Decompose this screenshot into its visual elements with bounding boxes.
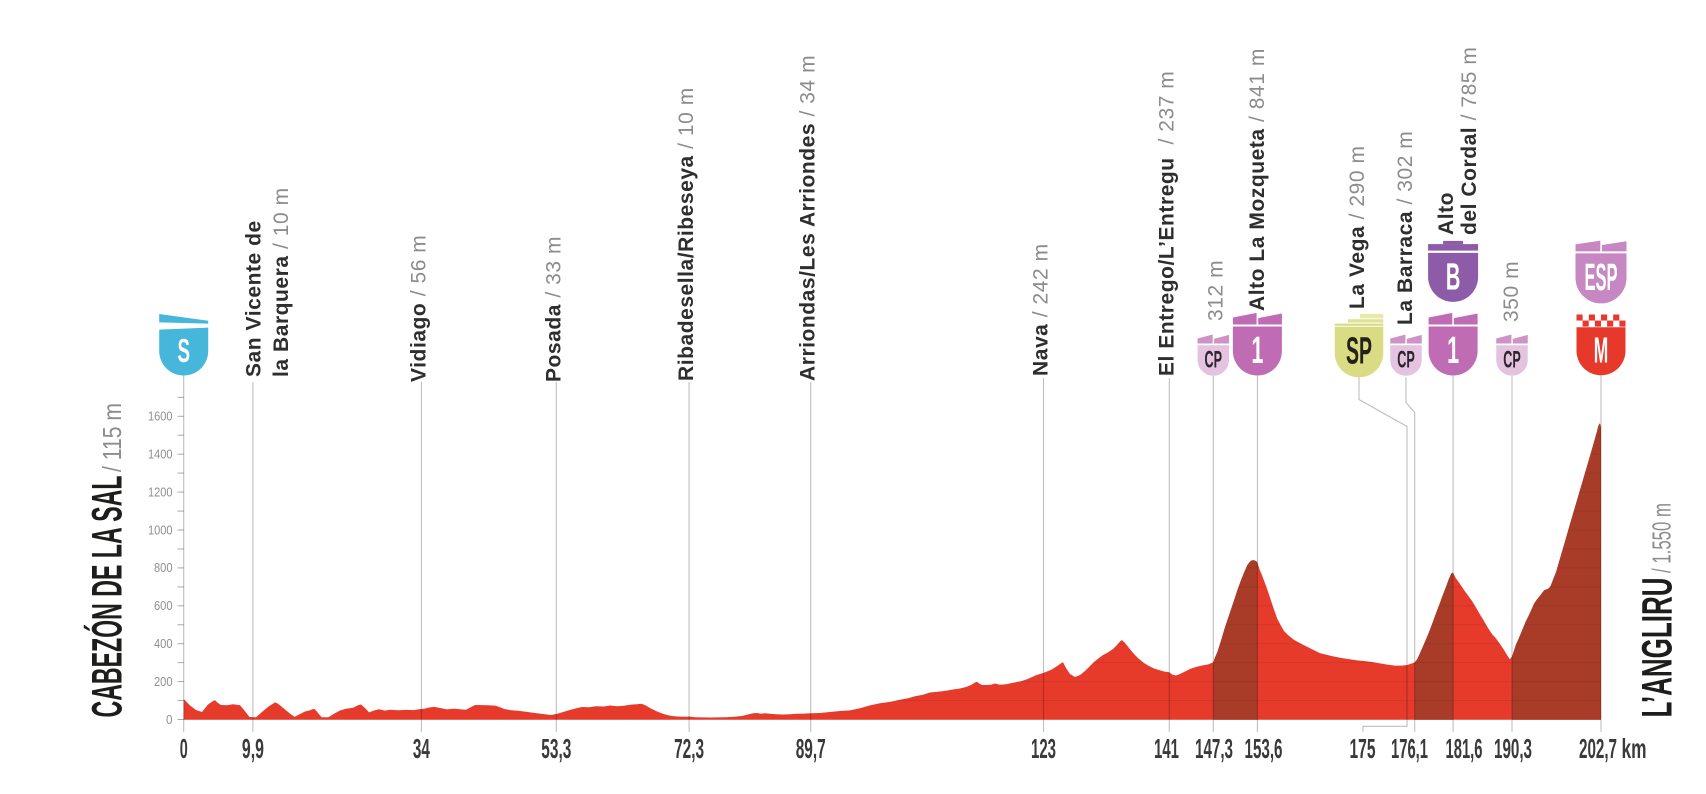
svg-text:CP: CP bbox=[1503, 346, 1521, 373]
svg-text:72,3: 72,3 bbox=[674, 733, 704, 764]
svg-text:Nava / 242 m: Nava / 242 m bbox=[1030, 243, 1053, 376]
svg-text:Alto La Mozqueta / 841 m: Alto La Mozqueta / 841 m bbox=[1246, 48, 1269, 311]
svg-text:141: 141 bbox=[1154, 733, 1179, 764]
svg-text:34: 34 bbox=[413, 733, 430, 764]
svg-text:La Barraca / 302 m: La Barraca / 302 m bbox=[1394, 131, 1417, 325]
svg-text:M: M bbox=[1594, 330, 1609, 371]
svg-text:1000: 1000 bbox=[148, 523, 173, 537]
svg-text:175: 175 bbox=[1350, 733, 1376, 764]
svg-text:123: 123 bbox=[1031, 733, 1056, 764]
svg-text:200: 200 bbox=[154, 675, 173, 689]
svg-text:CP: CP bbox=[1205, 346, 1223, 373]
svg-text:B: B bbox=[1446, 257, 1461, 299]
svg-text:190,3: 190,3 bbox=[1494, 733, 1532, 764]
svg-text:del Cordal / 785 m: del Cordal / 785 m bbox=[1458, 47, 1481, 235]
svg-text:Arriondas/Les Arriondes / 34 m: Arriondas/Les Arriondes / 34 m bbox=[797, 55, 820, 381]
svg-text:181,6: 181,6 bbox=[1446, 733, 1483, 764]
svg-text:153,6: 153,6 bbox=[1245, 733, 1283, 764]
svg-text:/ 1.550 m: / 1.550 m bbox=[1647, 503, 1677, 573]
svg-text:0: 0 bbox=[166, 713, 173, 727]
svg-text:/ 115 m: / 115 m bbox=[97, 403, 127, 472]
svg-text:km: km bbox=[1622, 733, 1647, 764]
svg-text:San Vicente de: San Vicente de bbox=[242, 220, 265, 377]
svg-text:CABEZÓN DE LA SAL: CABEZÓN DE LA SAL bbox=[83, 476, 132, 718]
svg-text:Alto: Alto bbox=[1435, 192, 1458, 235]
svg-text:1200: 1200 bbox=[148, 485, 173, 499]
svg-text:la Barquera / 10 m: la Barquera / 10 m bbox=[270, 187, 293, 377]
svg-text:0: 0 bbox=[180, 733, 188, 764]
svg-text:El Entrego/L’Entregu / 237 m: El Entrego/L’Entregu / 237 m bbox=[1155, 71, 1178, 376]
svg-text:400: 400 bbox=[154, 637, 173, 651]
svg-text:9,9: 9,9 bbox=[242, 733, 264, 764]
svg-text:176,1: 176,1 bbox=[1391, 733, 1428, 764]
svg-text:312 m: 312 m bbox=[1204, 260, 1227, 321]
svg-text:1400: 1400 bbox=[148, 448, 173, 462]
svg-text:Posada / 33 m: Posada / 33 m bbox=[542, 236, 565, 382]
svg-text:ESP: ESP bbox=[1585, 257, 1618, 299]
svg-text:L’ANGLIRU: L’ANGLIRU bbox=[1635, 578, 1682, 718]
svg-text:53,3: 53,3 bbox=[541, 733, 571, 764]
svg-text:S: S bbox=[177, 332, 190, 369]
svg-text:1: 1 bbox=[1251, 330, 1263, 372]
svg-text:Ribadesella/Ribeseya / 10 m: Ribadesella/Ribeseya / 10 m bbox=[675, 87, 698, 381]
svg-text:202,7: 202,7 bbox=[1579, 733, 1617, 764]
svg-text:SP: SP bbox=[1346, 331, 1372, 373]
svg-text:800: 800 bbox=[154, 561, 173, 575]
svg-text:Vidiago / 56 m: Vidiago / 56 m bbox=[407, 235, 430, 382]
svg-text:La Vega / 290 m: La Vega / 290 m bbox=[1346, 145, 1369, 309]
svg-text:147,3: 147,3 bbox=[1195, 733, 1233, 764]
svg-text:350 m: 350 m bbox=[1500, 261, 1523, 322]
svg-text:600: 600 bbox=[154, 599, 173, 613]
svg-text:CP: CP bbox=[1397, 346, 1415, 373]
svg-text:1: 1 bbox=[1447, 330, 1459, 372]
svg-text:89,7: 89,7 bbox=[796, 733, 826, 764]
svg-text:1600: 1600 bbox=[148, 410, 173, 424]
